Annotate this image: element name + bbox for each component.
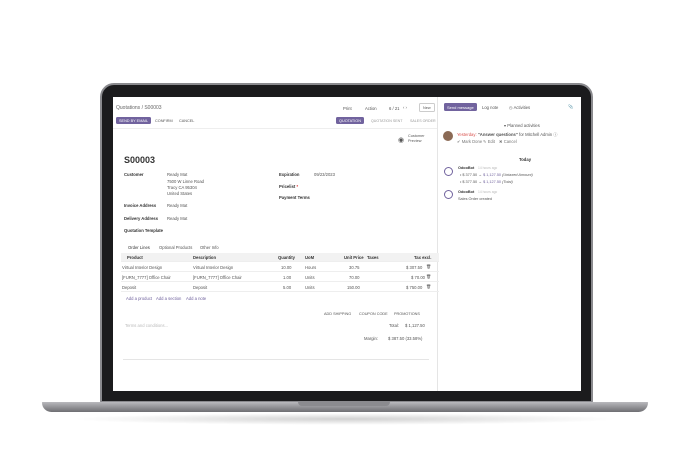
address-line: 7500 W Linne Road xyxy=(167,179,205,184)
expiration-label: Expiration xyxy=(279,172,300,177)
col-uom: UoM xyxy=(305,255,315,260)
breadcrumb[interactable]: Quotations / S00003 xyxy=(116,105,162,111)
delivery-address-label: Delivery Address xyxy=(124,216,159,221)
message-time: 14 hours ago xyxy=(478,190,498,194)
coupon-code-button[interactable]: COUPON CODE xyxy=(359,312,388,316)
invoice-address-label: Invoice Address xyxy=(124,203,157,208)
cancel-button[interactable]: CANCEL xyxy=(179,119,195,123)
laptop-base xyxy=(42,402,648,412)
address-line: United States xyxy=(167,191,193,196)
price-cell: 150.00 xyxy=(347,285,360,290)
tab-other-info[interactable]: Other Info xyxy=(200,245,219,250)
add-section-link[interactable]: Add a section xyxy=(156,296,182,301)
invoice-address-field[interactable]: Ready Mat xyxy=(167,203,188,208)
terms-input[interactable]: Terms and conditions... xyxy=(125,323,169,328)
total-cell: $ 750.00 xyxy=(406,285,423,290)
delivery-address-field[interactable]: Ready Mat xyxy=(167,216,188,221)
new-button[interactable]: New xyxy=(419,103,435,112)
uom-cell: Units xyxy=(305,275,315,280)
description-cell: Virtual Interior Design xyxy=(193,265,234,270)
cancel-activity-button[interactable]: ✖ Cancel xyxy=(499,139,517,144)
payment-terms-label: Payment Terms xyxy=(279,195,310,200)
send-by-email-button[interactable]: SEND BY EMAIL xyxy=(116,117,152,124)
mark-done-button[interactable]: ✔ Mark Done xyxy=(457,139,483,144)
col-quantity: Quantity xyxy=(278,255,295,260)
message-time: 14 hours ago xyxy=(478,166,498,170)
tracking-line: • $ 377.50 → $ 1,127.50 (Total) xyxy=(460,180,513,184)
quotation-template-label: Quotation Template xyxy=(124,228,164,233)
add-product-link[interactable]: Add a product xyxy=(126,296,153,301)
pager: 6 / 21 xyxy=(389,106,400,111)
total-cell: $ 307.50 xyxy=(406,265,423,270)
add-note-link[interactable]: Add a note xyxy=(186,296,207,301)
action-button[interactable]: Action xyxy=(365,106,377,111)
log-note-button[interactable]: Log note xyxy=(482,105,499,110)
paperclip-icon[interactable]: 📎 xyxy=(568,104,574,109)
address-line: Tracy CA 95304 xyxy=(167,185,197,190)
message-author: OdooBot xyxy=(458,166,475,170)
margin-value: $ 387.50 (33.58%) xyxy=(388,336,423,341)
qty-cell: 5.00 xyxy=(283,285,292,290)
date-separator: Today xyxy=(519,157,532,162)
message-author: OdooBot xyxy=(458,190,475,194)
customer-preview-button[interactable]: Customer Preview xyxy=(408,134,425,143)
expiration-field[interactable]: 09/23/2023 xyxy=(314,172,335,177)
trash-icon[interactable]: 🗑 xyxy=(426,264,432,269)
laptop-shadow xyxy=(70,413,620,425)
col-taxes: Taxes xyxy=(367,255,379,260)
print-button[interactable]: Print xyxy=(343,106,352,111)
laptop-notch xyxy=(298,402,390,406)
trash-icon[interactable]: 🗑 xyxy=(426,274,432,279)
tracking-line: • $ 377.50 → $ 1,127.50 (Untaxed Amount) xyxy=(460,173,533,177)
price-cell: 30.75 xyxy=(349,265,360,270)
total-label: Total: xyxy=(389,323,400,328)
pager-prev-icon[interactable]: ‹ › xyxy=(403,105,407,110)
description-cell: Deposit xyxy=(193,285,208,290)
tab-order-lines[interactable]: Order Lines xyxy=(128,245,150,250)
product-cell: [FURN_7777] Office Chair xyxy=(122,275,171,280)
price-cell: 70.00 xyxy=(349,275,360,280)
status-sales-order[interactable]: SALES ORDER xyxy=(410,119,436,123)
promotions-button[interactable]: PROMOTIONS xyxy=(394,312,420,316)
planned-activities-toggle[interactable]: ▾ Planned activities xyxy=(504,123,540,128)
record-name: S00003 xyxy=(124,155,156,165)
message-body: Sales Order created xyxy=(458,197,492,201)
table-row[interactable]: [FURN_7777] Office Chair [FURN_7777] Off… xyxy=(121,273,439,282)
description-cell: [FURN_7777] Office Chair xyxy=(193,275,242,280)
trash-icon[interactable]: 🗑 xyxy=(426,284,432,289)
uom-cell: Units xyxy=(305,285,315,290)
col-description: Description xyxy=(193,255,217,260)
activities-button[interactable]: ◷ Activities xyxy=(509,105,531,110)
col-product: Product xyxy=(127,255,143,260)
tab-optional-products[interactable]: Optional Products xyxy=(159,245,193,250)
qty-cell: 10.00 xyxy=(281,265,292,270)
uom-cell: Hours xyxy=(305,265,317,270)
product-cell: Deposit xyxy=(122,285,137,290)
product-cell: Virtual Interior Design xyxy=(122,265,163,270)
status-quotation[interactable]: QUOTATION xyxy=(336,117,365,124)
globe-icon: ◉ xyxy=(398,137,405,144)
odoo-screen: Quotations / S00003 Print Action 6 / 21 … xyxy=(113,97,581,391)
customer-label: Customer xyxy=(124,172,144,177)
table-row[interactable]: Deposit Deposit 5.00 Units 150.00 $ 750.… xyxy=(121,283,439,292)
edit-activity-button[interactable]: ✎ Edit xyxy=(483,139,495,144)
add-shipping-button[interactable]: ADD SHIPPING xyxy=(324,312,352,316)
total-cell: $ 70.00 xyxy=(411,275,425,280)
customer-field[interactable]: Ready Mat xyxy=(167,172,188,177)
activity-item: Yesterday: "Answer questions" for Mitche… xyxy=(457,132,558,137)
confirm-button[interactable]: CONFIRM xyxy=(155,119,173,123)
odoobot-avatar xyxy=(444,190,453,199)
pricelist-label: Pricelist * xyxy=(279,184,299,189)
send-message-button[interactable]: Send message xyxy=(444,103,477,111)
total-value: $ 1,127.50 xyxy=(405,323,425,328)
qty-cell: 1.00 xyxy=(283,275,292,280)
avatar xyxy=(443,131,453,141)
table-row[interactable]: Virtual Interior Design Virtual Interior… xyxy=(121,263,439,272)
table-header: Product Description Quantity UoM Unit Pr… xyxy=(121,253,439,262)
odoobot-avatar xyxy=(444,167,453,176)
col-unit-price: Unit Price xyxy=(344,255,364,260)
status-quotation-sent[interactable]: QUOTATION SENT xyxy=(371,119,403,123)
margin-label: Margin: xyxy=(364,336,378,341)
col-tax-excl: Tax excl. xyxy=(414,255,432,260)
